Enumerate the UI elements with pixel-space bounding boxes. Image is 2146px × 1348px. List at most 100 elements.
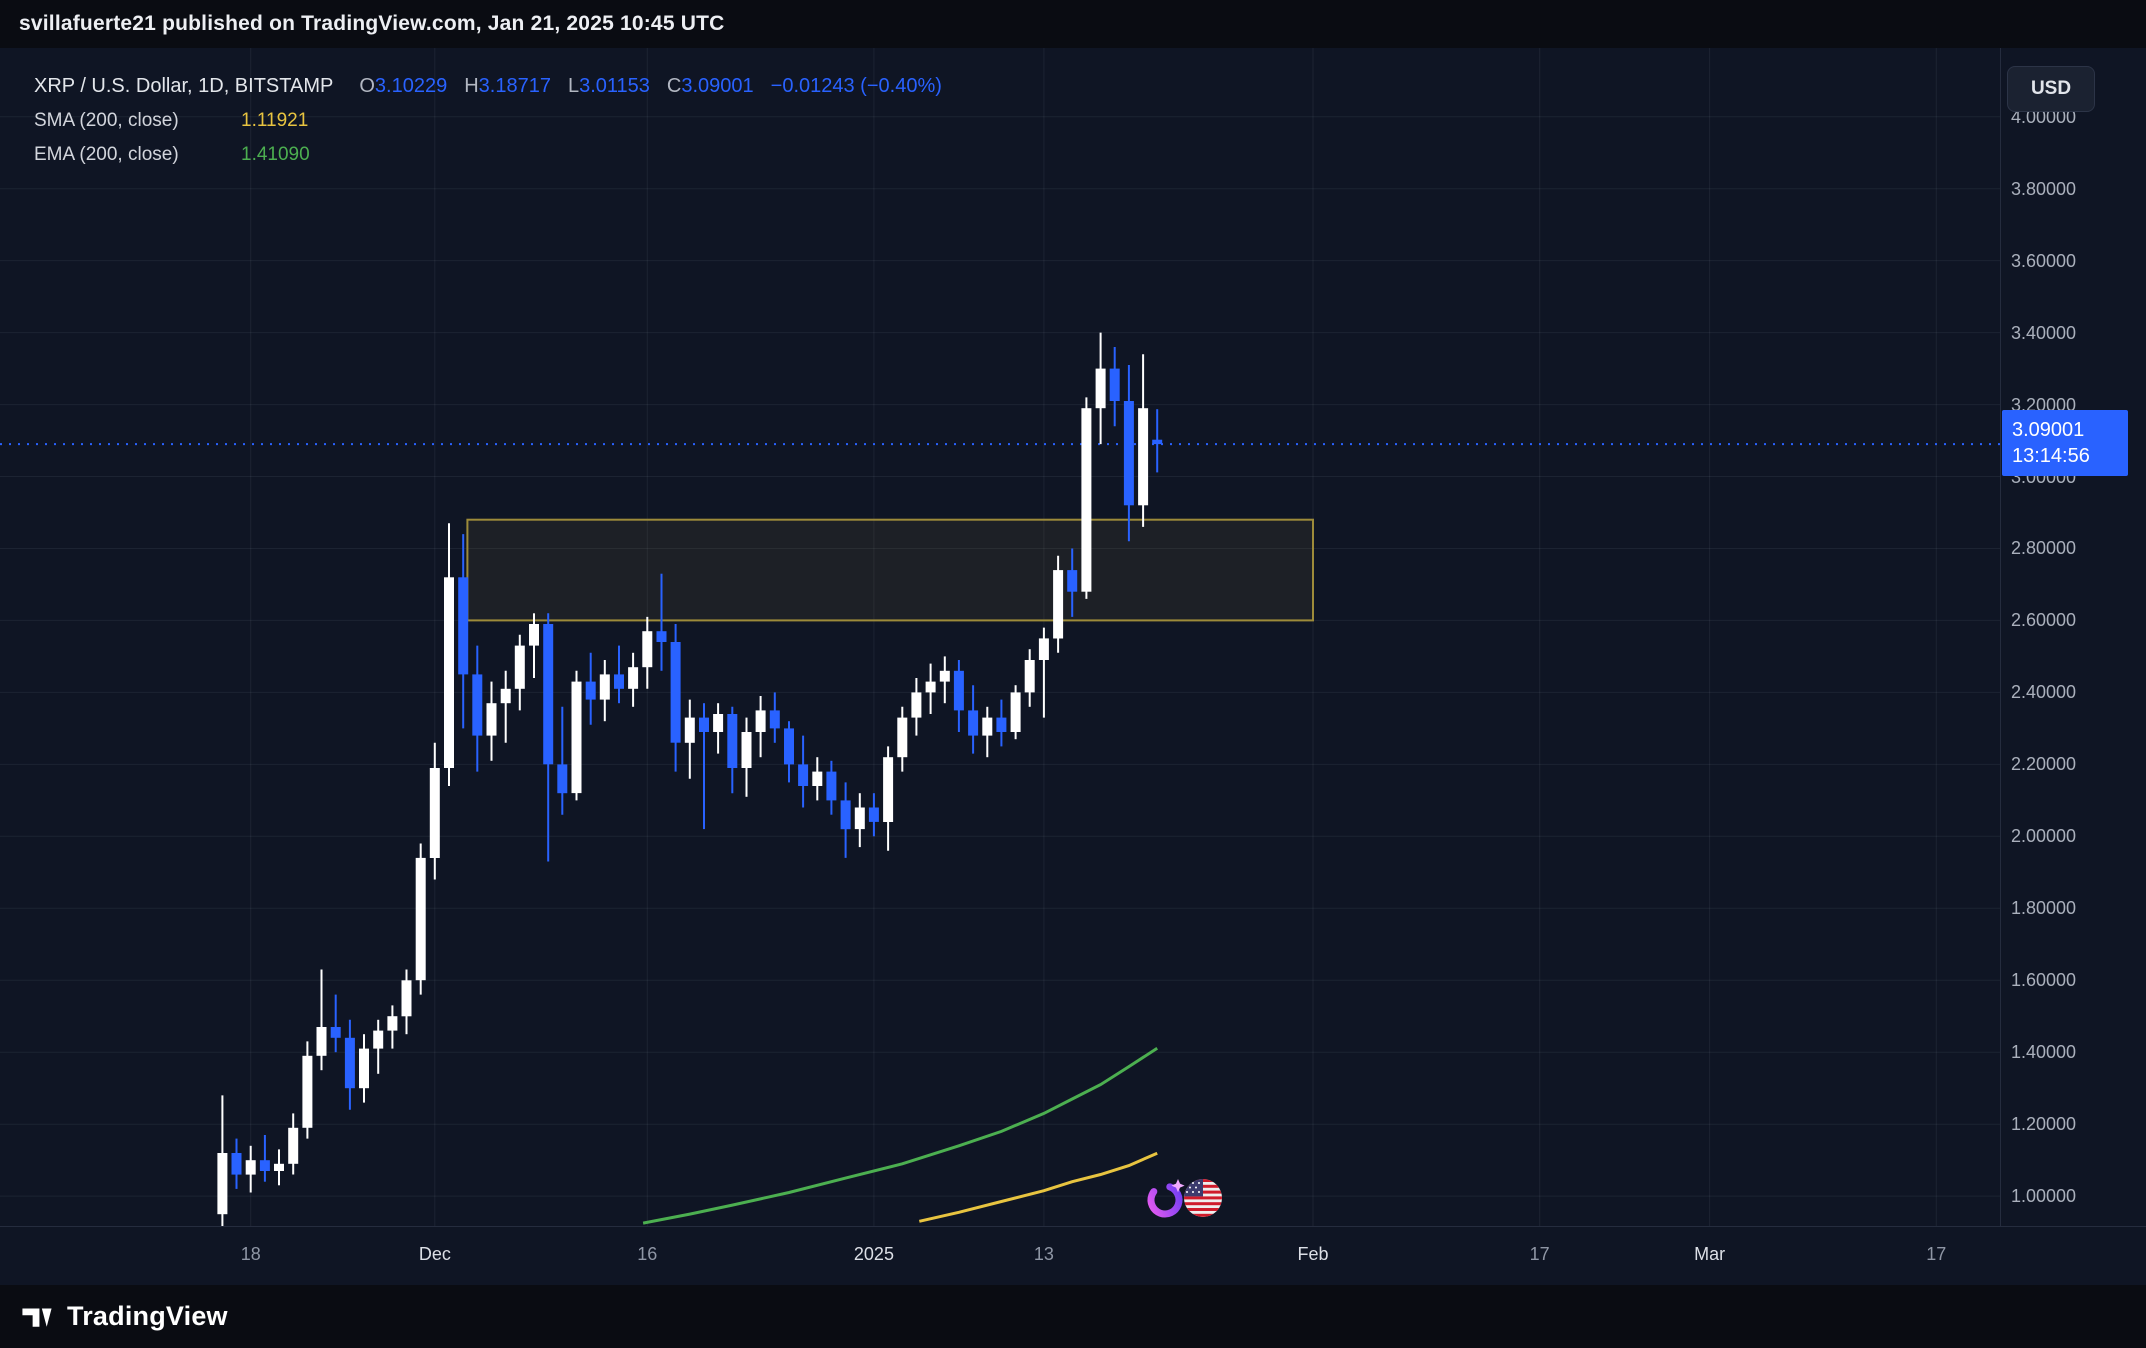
candle <box>571 670 582 801</box>
candle <box>217 1095 228 1226</box>
candle <box>429 742 440 880</box>
chart-plot[interactable]: XRP / U.S. Dollar, 1D, BITSTAMP O3.10229… <box>0 48 2000 1226</box>
candle <box>826 760 837 815</box>
ohlc-values: O3.10229 H3.18717 L3.01153 C3.09001 −0.0… <box>359 75 942 98</box>
candle <box>1109 347 1120 427</box>
candle <box>330 994 341 1053</box>
change-value: −0.01243 (−0.40%) <box>770 74 942 97</box>
candle <box>344 1019 355 1110</box>
candle <box>514 634 525 711</box>
price-axis[interactable]: USD 4.00000 3.80000 3.60000 3.40000 3.20000 3… <box>2000 48 2146 1226</box>
candle <box>458 534 469 729</box>
price-tick-label: 1.20000 <box>2011 1114 2077 1135</box>
low-label: L <box>567 74 580 97</box>
candle <box>231 1138 242 1189</box>
dizzy-star-sticker[interactable] <box>1142 1174 1190 1222</box>
price-tick-label: 3.60000 <box>2011 250 2077 271</box>
close-label: C <box>666 74 682 97</box>
chart-area: XRP / U.S. Dollar, 1D, BITSTAMP O3.10229… <box>0 48 2146 1285</box>
currency-button[interactable]: USD <box>2007 66 2095 112</box>
time-tick-label: 17 <box>1529 1244 1550 1264</box>
candle <box>699 703 709 830</box>
candle <box>1024 649 1035 707</box>
chart-canvas[interactable] <box>0 48 2000 1226</box>
candle <box>968 685 979 754</box>
candle <box>245 1145 256 1193</box>
time-tick-label: Mar <box>1694 1244 1726 1264</box>
price-range-box[interactable] <box>466 518 1314 622</box>
candle <box>444 523 454 786</box>
open-label: O <box>359 74 375 97</box>
price-tick-label: 2.60000 <box>2011 610 2077 631</box>
price-tick-label: 1.00000 <box>2011 1186 2077 1207</box>
candle <box>911 678 922 736</box>
high-label: H <box>464 74 479 97</box>
candle <box>1067 548 1078 617</box>
price-tick-label: 2.20000 <box>2011 754 2077 775</box>
candle <box>982 706 993 758</box>
publish-info: svillafuerte21 published on TradingView.… <box>19 12 725 35</box>
candle <box>1152 409 1163 473</box>
candle <box>585 652 596 725</box>
price-tick-label: 1.40000 <box>2011 1042 2077 1063</box>
candle <box>755 696 766 758</box>
candle <box>854 793 865 848</box>
tradingview-wordmark: TradingView <box>67 1301 228 1331</box>
candle <box>840 782 851 858</box>
sma-legend-row[interactable]: SMA (200, close) 1.11921 <box>34 104 942 138</box>
candle <box>486 681 497 761</box>
candle <box>415 843 426 995</box>
candle <box>1010 685 1021 740</box>
price-tick-label: 1.60000 <box>2011 970 2077 991</box>
candle <box>953 660 964 732</box>
sma-line[interactable] <box>918 1151 1158 1223</box>
price-tick-label: 3.80000 <box>2011 178 2077 199</box>
price-tick-label: 2.40000 <box>2011 682 2077 703</box>
candle <box>1095 332 1106 445</box>
candle <box>1038 627 1049 718</box>
current-price-badge: 3.09001 13:14:56 <box>2002 410 2128 477</box>
candle <box>769 692 780 743</box>
candle <box>868 793 879 837</box>
symbol-legend-row[interactable]: XRP / U.S. Dollar, 1D, BITSTAMP O3.10229… <box>34 68 942 104</box>
candle <box>373 1019 384 1074</box>
candle <box>359 1034 369 1103</box>
candle <box>897 706 908 772</box>
candle <box>628 652 639 707</box>
time-tick-label: 2025 <box>853 1244 894 1264</box>
symbol-title: XRP / U.S. Dollar, 1D, BITSTAMP <box>34 74 334 97</box>
candle <box>656 573 667 671</box>
candle <box>401 969 412 1035</box>
price-tick-label: 1.80000 <box>2011 898 2077 919</box>
ema-label: EMA (200, close) <box>34 144 179 165</box>
price-tick-label: 2.00000 <box>2011 826 2077 847</box>
ema-line[interactable] <box>642 1047 1159 1225</box>
candle <box>529 613 539 678</box>
tradingview-logo-icon <box>22 1308 52 1327</box>
ema-value: 1.41090 <box>241 144 310 165</box>
candle <box>387 1005 398 1049</box>
candle <box>684 699 695 779</box>
candle <box>316 969 327 1071</box>
close-value: 3.09001 <box>681 74 754 97</box>
candle <box>727 706 738 794</box>
time-tick-label: Dec <box>418 1244 451 1264</box>
low-value: 3.01153 <box>579 74 650 97</box>
price-tick-label: 2.80000 <box>2011 538 2077 559</box>
ema-legend-row[interactable]: EMA (200, close) 1.41090 <box>34 138 942 172</box>
candle <box>614 645 624 704</box>
open-value: 3.10229 <box>374 74 448 97</box>
tradingview-logo[interactable] <box>20 1300 54 1334</box>
us-flag-sticker[interactable] <box>1179 1174 1227 1222</box>
candles-layer <box>217 332 1163 1226</box>
candle <box>996 699 1007 747</box>
candle <box>883 746 894 851</box>
legend: XRP / U.S. Dollar, 1D, BITSTAMP O3.10229… <box>34 68 942 172</box>
candle <box>1123 365 1134 542</box>
candle <box>784 721 794 783</box>
candle <box>925 663 936 714</box>
price-tick-label: 3.40000 <box>2011 322 2077 343</box>
time-axis[interactable]: 18 Dec 16 2025 13 Feb 17 Mar 17 <box>0 1226 2146 1285</box>
sma-label: SMA (200, close) <box>34 110 179 131</box>
